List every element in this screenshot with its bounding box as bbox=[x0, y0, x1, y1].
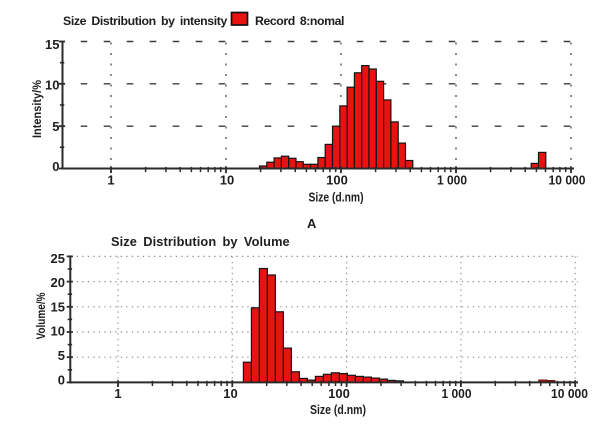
svg-text:10 000: 10 000 bbox=[551, 386, 588, 401]
svg-text:Size (d.nm): Size (d.nm) bbox=[310, 403, 366, 417]
svg-text:10: 10 bbox=[45, 78, 59, 93]
svg-text:10: 10 bbox=[51, 324, 65, 339]
svg-text:15: 15 bbox=[45, 37, 59, 52]
svg-text:A: A bbox=[307, 216, 317, 231]
svg-text:Intensity/%: Intensity/% bbox=[30, 80, 44, 138]
svg-text:Size Distribution by Volume: Size Distribution by Volume bbox=[111, 234, 290, 249]
svg-text:Size (d.nm): Size (d.nm) bbox=[309, 191, 364, 205]
svg-text:1 000: 1 000 bbox=[437, 173, 467, 188]
svg-text:5: 5 bbox=[58, 348, 65, 363]
svg-text:1: 1 bbox=[107, 173, 114, 188]
svg-text:10 000: 10 000 bbox=[549, 173, 586, 188]
svg-text:100: 100 bbox=[328, 386, 350, 401]
svg-text:1: 1 bbox=[114, 386, 121, 401]
svg-text:10: 10 bbox=[223, 386, 237, 401]
svg-text:Record 8:nomal: Record 8:nomal bbox=[255, 14, 344, 28]
svg-text:0: 0 bbox=[58, 372, 65, 387]
svg-text:Size Distribution by intensity: Size Distribution by intensity bbox=[63, 14, 227, 28]
svg-text:10: 10 bbox=[220, 173, 234, 188]
svg-text:5: 5 bbox=[52, 119, 59, 134]
svg-text:1 000: 1 000 bbox=[442, 386, 472, 401]
svg-text:15: 15 bbox=[51, 299, 65, 314]
svg-text:20: 20 bbox=[51, 275, 65, 290]
svg-text:100: 100 bbox=[326, 173, 348, 188]
svg-text:0: 0 bbox=[52, 159, 59, 174]
svg-text:Volume/%: Volume/% bbox=[34, 292, 48, 339]
svg-text:25: 25 bbox=[51, 251, 65, 266]
